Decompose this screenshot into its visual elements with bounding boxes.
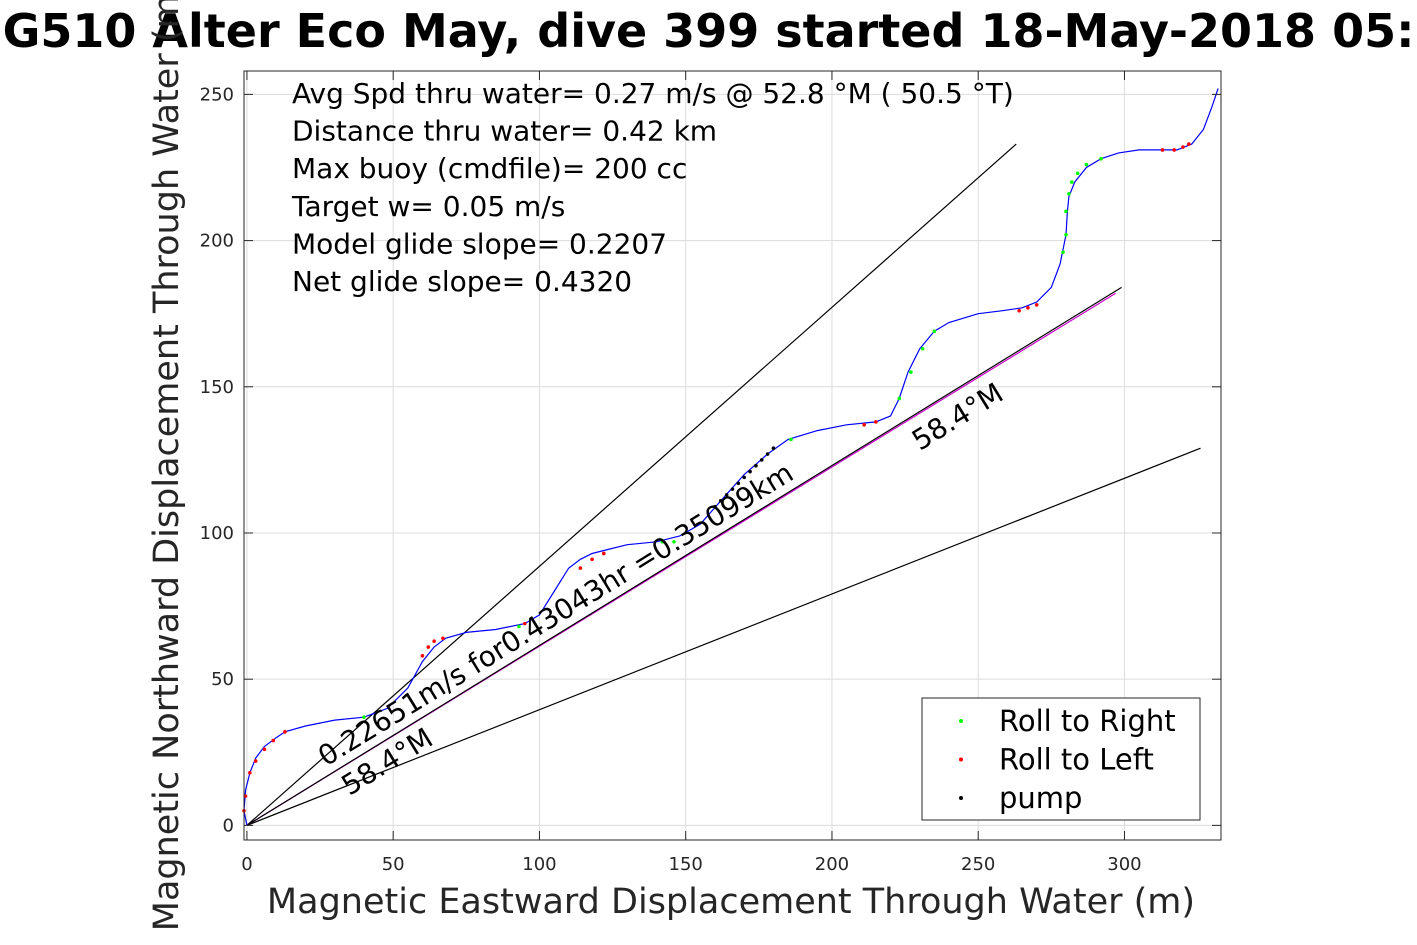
roll-right-point [909, 370, 913, 374]
stat-line: Max buoy (cmdfile)= 200 cc [292, 152, 687, 185]
y-tick-label: 200 [200, 231, 234, 252]
roll-left-point [1187, 142, 1191, 146]
pump-point [730, 487, 735, 491]
stat-line: Net glide slope= 0.4320 [292, 265, 632, 298]
pump-point [713, 504, 717, 509]
legend: Roll to Right Roll to Left pump [921, 697, 1201, 821]
roll-right-point [932, 329, 937, 334]
roll-left-point [426, 645, 431, 649]
legend-label: Roll to Left [999, 743, 1154, 777]
y-tick-label: 250 [200, 84, 234, 105]
pump-point [718, 499, 723, 503]
chart-title: SG510 Alter Eco May, dive 399 started 18… [0, 4, 1417, 58]
roll-right-point [789, 437, 793, 442]
legend-marker [959, 719, 963, 723]
roll-right-point [897, 396, 902, 401]
pump-point [771, 446, 776, 450]
stats-text: Avg Spd thru water= 0.27 m/s @ 52.8 °M (… [291, 77, 1014, 298]
reference-line-3 [246, 286, 1122, 826]
x-tick-label: 50 [382, 854, 405, 875]
reference-line-1 [246, 447, 1201, 826]
y-axis-label: Magnetic Northward Displacement Through … [147, 0, 187, 931]
y-tick-label: 100 [200, 523, 234, 544]
roll-left-point [862, 422, 866, 427]
legend-label: Roll to Right [999, 704, 1176, 738]
stat-line: Model glide slope= 0.2207 [292, 227, 667, 260]
roll-left-point [253, 759, 258, 763]
roll-right-point [1061, 250, 1065, 255]
x-tick-label: 200 [815, 854, 849, 875]
y-tick-label: 150 [200, 377, 234, 398]
roll-left-point [271, 738, 276, 743]
roll-left-point [1034, 303, 1039, 307]
roll-left-point [523, 621, 527, 626]
roll-right-point [1064, 209, 1068, 214]
roll-right-point [920, 346, 925, 351]
pump-point [742, 475, 747, 480]
roll-left-point [1172, 148, 1176, 152]
roll-left-point [432, 639, 436, 643]
x-tick-label: 300 [1107, 854, 1141, 875]
roll-right-point [660, 539, 665, 544]
roll-right-point [1084, 162, 1089, 167]
y-tick-label: 0 [223, 815, 234, 836]
y-tick-label: 50 [211, 669, 234, 690]
legend-box [921, 697, 1201, 821]
x-tick-label: 100 [522, 854, 556, 875]
roll-right-point [672, 539, 676, 544]
x-tick-label: 0 [241, 854, 252, 875]
roll-left-point [243, 794, 248, 798]
pump-point [754, 463, 758, 468]
roll-right-point [1099, 156, 1103, 161]
grid [244, 71, 1221, 840]
roll-left-point [262, 747, 267, 752]
marker-layer [242, 142, 1191, 813]
stat-line: Avg Spd thru water= 0.27 m/s @ 52.8 °M (… [292, 77, 1014, 110]
x-axis-label: Magnetic Eastward Displacement Through W… [267, 882, 1195, 922]
roll-left-point [1026, 306, 1030, 310]
roll-right-point [1064, 232, 1068, 237]
pump-point [765, 452, 770, 456]
pump-point [748, 469, 752, 474]
x-tick-label: 150 [669, 854, 703, 875]
plot-frame [243, 70, 1222, 841]
roll-left-point [601, 551, 606, 556]
x-tick-label: 250 [961, 854, 995, 875]
roll-right-point [362, 715, 366, 719]
ticks: 0 50 100 150 200 250 300 0 50 100 150 200 250 [200, 71, 1221, 875]
roll-right-point [1070, 180, 1074, 184]
roll-left-point [1017, 308, 1021, 313]
roll-left-point [420, 653, 425, 658]
legend-label: pump [999, 781, 1082, 815]
roll-left-point [578, 566, 583, 570]
pump-point [724, 493, 729, 497]
reference-lines [246, 143, 1201, 826]
stat-line: Target w= 0.05 m/s [291, 190, 565, 223]
roll-left-point [283, 730, 287, 734]
roll-left-point [1160, 148, 1165, 152]
stat-line: Distance thru water= 0.42 km [292, 115, 717, 148]
pump-point [759, 458, 764, 462]
roll-right-point [1067, 192, 1071, 196]
roll-left-point [441, 636, 445, 641]
roll-left-point [590, 557, 594, 562]
roll-left-point [248, 770, 252, 775]
pump-point [736, 481, 741, 486]
roll-left-point [874, 420, 878, 424]
legend-marker [959, 796, 963, 800]
roll-left-point [1181, 145, 1185, 149]
reference-line-0 [246, 143, 1017, 826]
legend-marker [959, 757, 963, 762]
roll-right-point [517, 624, 521, 629]
roll-right-point [1075, 171, 1080, 176]
